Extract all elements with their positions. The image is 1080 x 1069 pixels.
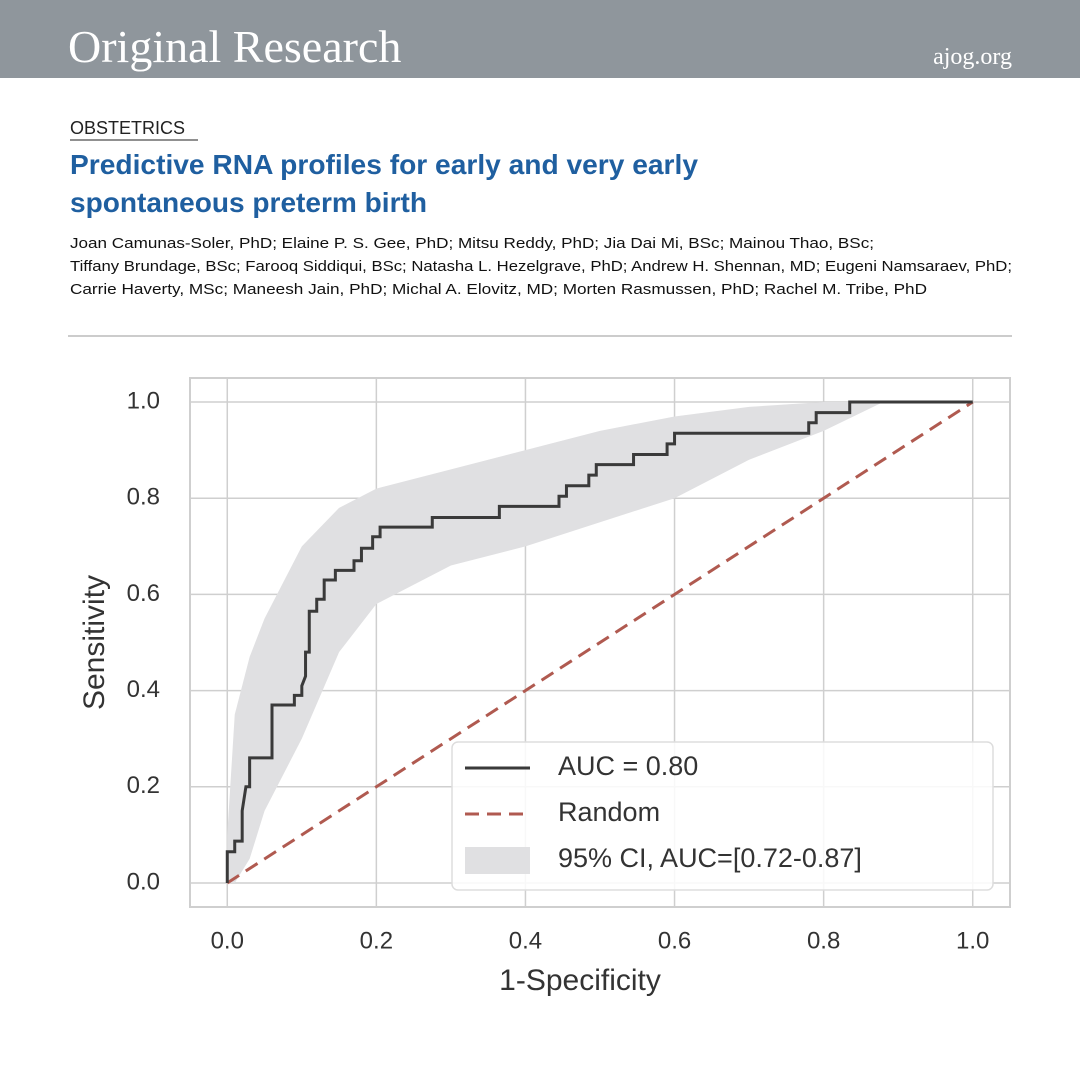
author-line: Carrie Haverty, MSc; Maneesh Jain, PhD; … bbox=[70, 281, 927, 298]
article-title: Predictive RNA profiles for early and ve… bbox=[70, 149, 698, 180]
random-line bbox=[226, 400, 974, 885]
author-line: Joan Camunas-Soler, PhD; Elaine P. S. Ge… bbox=[70, 235, 874, 252]
author-line: Tiffany Brundage, BSc; Farooq Siddiqui, … bbox=[70, 258, 1012, 275]
y-tick-label: 0.8 bbox=[127, 484, 160, 511]
chart: 0.0 0.2 0.4 0.6 0.8 1.0 0.0 0.2 0.4 0.6 0.8 1.0 1-Sp… bbox=[78, 377, 1011, 997]
x-axis-label: 1-Specificity bbox=[499, 964, 661, 997]
y-tick-label: 0.4 bbox=[127, 676, 160, 703]
x-tick-label: 1.0 bbox=[956, 927, 989, 954]
x-tick-label: 0.8 bbox=[807, 927, 840, 954]
y-axis-label: Sensitivity bbox=[78, 575, 111, 710]
header-bar bbox=[0, 0, 1080, 78]
ci-band bbox=[227, 402, 884, 883]
header-title: Original Research bbox=[68, 21, 401, 72]
y-tick-label: 0.6 bbox=[127, 580, 160, 607]
x-tick-label: 0.6 bbox=[658, 927, 691, 954]
legend-box bbox=[451, 741, 994, 891]
article-title: spontaneous preterm birth bbox=[70, 187, 427, 218]
roc-curve bbox=[225, 400, 973, 883]
legend-label: 95% CI, AUC=[0.72-0.87] bbox=[558, 843, 862, 873]
legend-label: AUC = 0.80 bbox=[558, 751, 698, 781]
y-tick-label: 0.0 bbox=[127, 868, 160, 895]
x-tick-label: 0.2 bbox=[360, 927, 393, 954]
legend-swatch bbox=[465, 847, 530, 874]
y-tick-label: 1.0 bbox=[127, 387, 160, 414]
legend-label: Random bbox=[558, 797, 660, 827]
header-site: ajog.org bbox=[933, 44, 1012, 70]
x-tick-label: 0.0 bbox=[211, 927, 244, 954]
section-label: OBSTETRICS bbox=[70, 118, 185, 138]
y-tick-label: 0.2 bbox=[127, 772, 160, 799]
x-tick-label: 0.4 bbox=[509, 927, 542, 954]
